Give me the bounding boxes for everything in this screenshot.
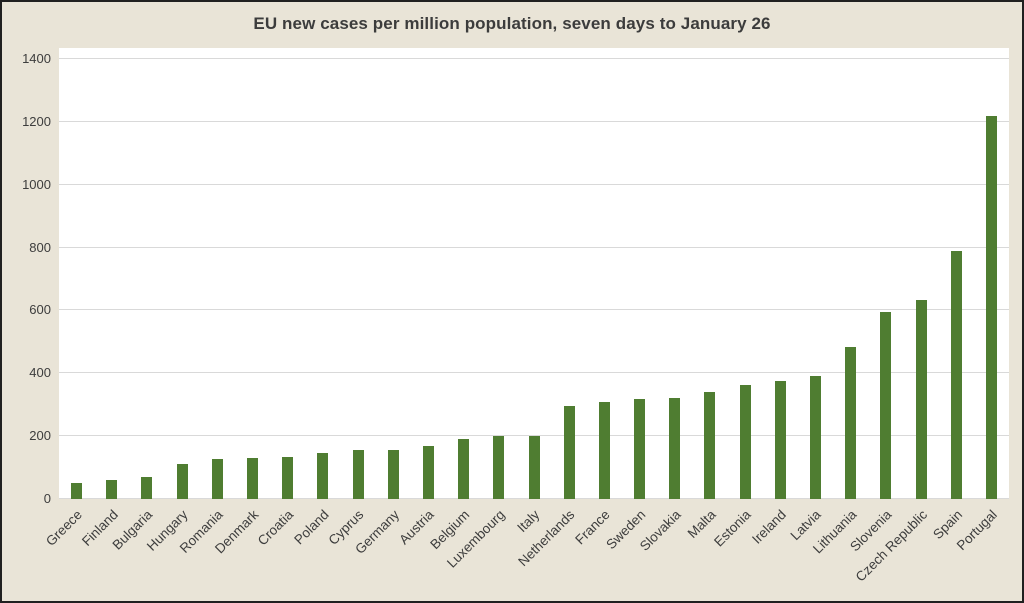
bar-poland [317,452,329,499]
x-tick-label: Hungary [144,507,191,554]
x-tick-label: Greece [43,507,86,549]
gridline [59,435,1009,437]
bar-lithuania [845,347,857,499]
bar-greece [71,483,83,499]
bar-croatia [282,456,294,499]
bar-belgium [458,439,470,499]
y-tick-label: 800 [29,239,51,255]
y-tick-label: 1200 [22,113,51,129]
x-tick-label: Cyprus [325,507,367,548]
x-tick-label: Italy [514,507,543,536]
bar-latvia [809,375,821,499]
bar-netherlands [563,406,575,499]
bar-slovenia [880,312,892,499]
chart-title: EU new cases per million population, sev… [253,14,771,33]
x-tick-label: Czech Republic [852,507,930,585]
x-tick-label: Germany [351,507,402,557]
bar-slovakia [669,397,681,499]
gridline [59,58,1009,59]
x-tick-label: Austria [396,507,438,548]
y-tick-label: 600 [29,302,51,318]
bar-cyprus [352,450,364,499]
bar-finland [106,479,118,499]
x-tick-label: Portugal [953,507,1001,554]
y-tick-label: 0 [43,491,51,506]
x-tick-label: Croatia [254,507,297,549]
y-tick-label: 1400 [22,51,51,66]
x-tick-label: Finland [78,507,121,549]
x-tick-label: Bulgaria [109,507,156,553]
x-tick-label: Estonia [711,507,754,550]
x-tick-label: Romania [177,507,226,556]
x-tick-label: Belgium [427,507,473,553]
bar-ireland [774,381,786,499]
y-tick-label: 200 [29,428,51,444]
x-tick-label: Latvia [788,507,825,544]
bar-bulgaria [141,477,153,499]
x-tick-label: Luxembourg [443,507,508,571]
x-tick-label: Poland [291,507,332,548]
gridline [59,246,1009,248]
bar-estonia [739,385,751,499]
x-tick-label: Sweden [603,507,649,553]
x-tick-label: Ireland [749,507,789,547]
bar-austria [422,446,434,499]
gridline [59,183,1009,185]
x-tick-label: Netherlands [515,507,578,570]
x-tick-label: Denmark [211,507,262,557]
bar-sweden [634,399,646,499]
gridline [59,120,1009,122]
bar-portugal [985,116,997,499]
bar-italy [528,435,540,499]
y-tick-label: 1000 [22,176,51,192]
plot-area [59,48,1009,499]
x-tick-label: Lithuania [809,507,860,557]
bar-france [598,402,610,499]
bar-germany [387,449,399,499]
bar-denmark [247,458,259,499]
x-tick-label: Malta [684,507,719,541]
x-tick-label: France [572,507,613,548]
x-tick-label: Spain [929,507,965,543]
bar-spain [950,250,962,499]
bar-luxembourg [493,436,505,499]
bar-malta [704,392,716,499]
bar-romania [211,458,223,499]
x-tick-label: Slovakia [636,507,684,554]
x-tick-label: Slovenia [847,507,895,555]
gridline [59,372,1009,374]
bar-czech-republic [915,300,927,499]
gridline [59,309,1009,311]
y-tick-label: 400 [29,365,51,381]
bar-hungary [176,464,188,499]
